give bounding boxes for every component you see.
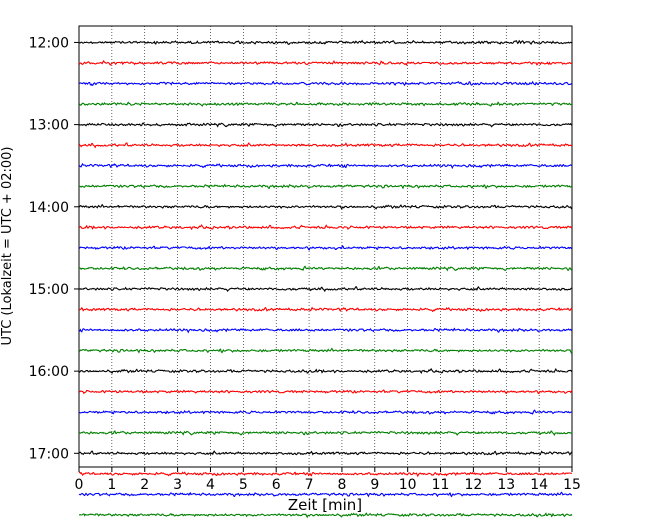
seismogram-trace — [78, 409, 573, 415]
seismogram-trace — [78, 347, 573, 354]
seismogram-trace — [78, 245, 573, 251]
seismogram-trace — [78, 122, 573, 128]
y-tick-label: 13:00 — [29, 118, 69, 134]
seismogram-trace — [78, 59, 572, 66]
seismogram-trace — [78, 471, 573, 478]
seismogram-trace — [78, 389, 573, 395]
y-axis-label: UTC (Lokalzeit = UTC + 02:00) — [0, 147, 15, 346]
seismogram-trace — [78, 183, 573, 190]
y-tick-label: 17:00 — [29, 446, 69, 462]
y-tick-label: 15:00 — [29, 282, 69, 298]
x-tick-label: 13 — [497, 477, 515, 493]
seismogram-trace — [78, 430, 573, 437]
x-tick-label: 15 — [563, 477, 581, 493]
seismogram-trace — [78, 224, 573, 231]
vertical-grid — [111, 26, 540, 467]
x-tick-label: 8 — [337, 477, 346, 493]
seismogram-trace — [78, 491, 573, 498]
y-tick-label: 14:00 — [29, 200, 69, 216]
seismogram-traces — [78, 39, 573, 519]
y-tick-label: 16:00 — [29, 364, 69, 380]
seismogram-trace — [78, 203, 572, 211]
seismogram-trace — [78, 306, 573, 313]
x-axis-label: Zeit [min] — [288, 496, 362, 514]
x-tick-label: 10 — [399, 477, 417, 493]
seismogram-trace — [78, 101, 573, 107]
y-axis-ticks: 12:00 13:00 14:00 15:00 16:00 17:00 — [29, 35, 79, 462]
x-tick-label: 2 — [140, 477, 149, 493]
plot-area-frame — [78, 25, 573, 468]
seismogram-trace — [78, 265, 573, 272]
x-tick-label: 12 — [464, 477, 482, 493]
x-tick-label: 6 — [272, 477, 281, 493]
seismogram-trace — [78, 285, 573, 293]
x-tick-label: 9 — [370, 477, 379, 493]
seismogram-trace — [78, 162, 573, 170]
x-tick-label: 5 — [239, 477, 248, 493]
x-tick-label: 4 — [206, 477, 215, 493]
seismogram-trace — [78, 367, 573, 375]
x-tick-label: 11 — [432, 477, 450, 493]
seismogram-trace — [78, 39, 573, 45]
x-tick-label: 7 — [305, 477, 314, 493]
seismogram-trace — [78, 327, 573, 334]
x-tick-label: 1 — [107, 477, 116, 493]
x-axis-ticks: 0 1 2 3 4 5 6 7 8 9 10 11 12 13 14 15 — [75, 467, 581, 493]
seismogram-trace — [78, 142, 573, 149]
x-tick-label: 0 — [75, 477, 84, 493]
seismogram-trace — [78, 450, 573, 456]
seismogram-trace — [79, 512, 573, 519]
seismogram-trace — [78, 80, 573, 87]
y-tick-label: 12:00 — [29, 35, 69, 51]
x-tick-label: 14 — [530, 477, 548, 493]
x-tick-label: 3 — [173, 477, 182, 493]
